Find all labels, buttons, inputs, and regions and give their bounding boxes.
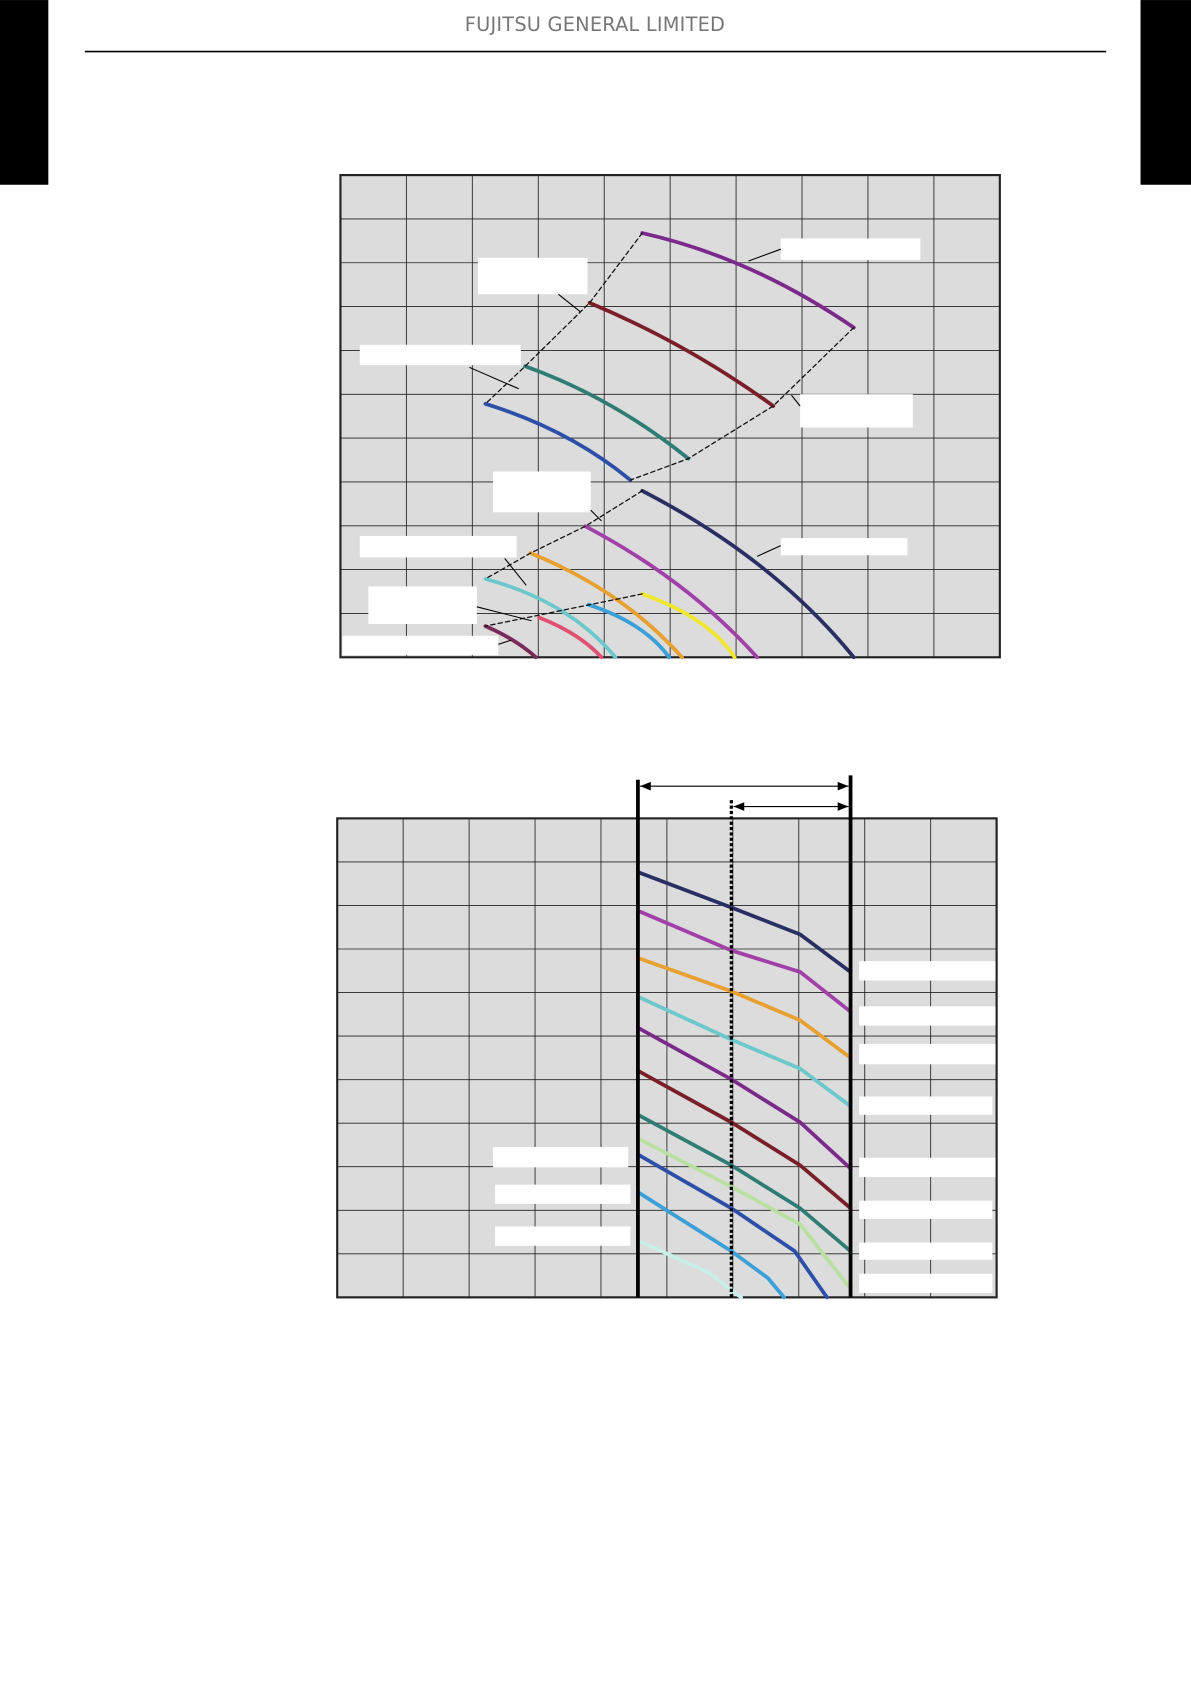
fan-curve <box>636 1136 853 1291</box>
arrow-head <box>733 802 745 811</box>
leader-line <box>590 509 602 522</box>
fan-curve <box>523 364 691 461</box>
label-box <box>359 535 517 558</box>
header-title: FUJITSU GENERAL LIMITED <box>465 13 725 36</box>
label-box <box>859 1200 993 1219</box>
label-box <box>342 635 499 656</box>
label-box <box>800 394 913 428</box>
fan-curve <box>636 956 853 1060</box>
label-box <box>368 586 477 624</box>
label-box <box>859 1273 993 1294</box>
fan-curve <box>636 994 853 1109</box>
label-box <box>495 1184 631 1204</box>
leader-line <box>469 366 519 390</box>
fan-curve <box>640 488 856 660</box>
label-box <box>859 1242 993 1260</box>
label-box <box>492 1146 629 1168</box>
leader-line <box>756 545 781 557</box>
fan-curve <box>583 524 760 660</box>
fan-curve <box>636 908 853 1014</box>
leader-line <box>791 394 801 407</box>
fan-curve <box>636 1112 853 1254</box>
side-tab <box>1140 0 1191 185</box>
envelope-line <box>629 326 855 481</box>
fan-curve <box>636 870 853 974</box>
label-box <box>859 1043 996 1065</box>
leader-line <box>558 293 581 312</box>
fan-curve <box>636 1025 853 1171</box>
fan-curve <box>483 624 538 660</box>
fan-curve <box>636 1152 829 1300</box>
label-box <box>477 257 588 295</box>
label-box <box>859 1157 996 1178</box>
fan-curve <box>483 577 618 660</box>
leader-line <box>748 248 781 262</box>
fan-curve <box>528 551 684 660</box>
label-box <box>859 961 996 981</box>
fan-curve <box>537 615 604 660</box>
envelope-line <box>484 490 643 580</box>
label-box <box>780 538 908 556</box>
arrow-head <box>837 802 849 811</box>
leader-line <box>504 558 527 586</box>
fan-curve <box>636 1068 853 1211</box>
leader-line <box>498 639 512 645</box>
label-box <box>359 344 521 366</box>
envelope-line <box>484 232 643 405</box>
fan-curve <box>640 592 737 660</box>
leader-line <box>476 606 532 622</box>
label-box <box>859 1096 993 1115</box>
fan-curve <box>483 401 633 482</box>
plot-frame <box>336 817 998 1299</box>
fan-curve <box>587 301 776 408</box>
label-box <box>495 1226 631 1246</box>
side-tab <box>0 0 49 185</box>
arrow-head <box>640 781 651 791</box>
label-box <box>492 471 591 513</box>
label-box <box>859 1006 996 1026</box>
arrow-head <box>837 781 849 791</box>
envelope-line <box>484 593 643 627</box>
fan-curve <box>636 1190 786 1300</box>
label-box <box>780 238 921 260</box>
fan-curve <box>586 602 671 660</box>
fan-curve <box>640 231 856 330</box>
